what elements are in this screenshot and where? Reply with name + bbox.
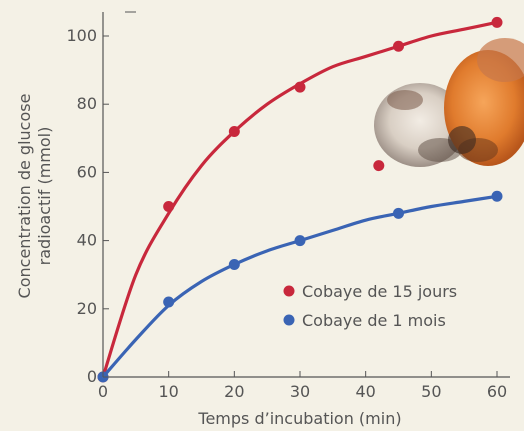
- y-tick-label: 0: [87, 367, 97, 386]
- series-1-point: [373, 160, 384, 171]
- y-tick-label: 80: [77, 94, 97, 113]
- x-tick-label: 10: [158, 382, 178, 401]
- y-axis-title: Concentration de glucoseradioactif (mmol…: [15, 94, 54, 299]
- series-1-point: [393, 41, 404, 52]
- x-tick-label: 60: [487, 382, 507, 401]
- series-2-point: [492, 191, 503, 202]
- series-2-point: [295, 235, 306, 246]
- x-tick-label: 40: [355, 382, 375, 401]
- series-2-point: [393, 208, 404, 219]
- series-2-point: [163, 296, 174, 307]
- y-tick-label: 60: [77, 162, 97, 181]
- series-1-point: [492, 17, 503, 28]
- x-tick-label: 0: [98, 382, 108, 401]
- legend-label: Cobaye de 15 jours: [302, 282, 457, 301]
- x-axis-title: Temps d’incubation (min): [197, 409, 401, 428]
- guinea-pigs-photo: [374, 38, 524, 167]
- legend-marker: [284, 286, 295, 297]
- y-axis-title-line: Concentration de glucose: [15, 94, 34, 299]
- x-tick-label: 30: [290, 382, 310, 401]
- y-axis-title-line: radioactif (mmol): [35, 127, 54, 266]
- x-tick-label: 20: [224, 382, 244, 401]
- y-tick-label: 20: [77, 299, 97, 318]
- y-tick-label: 100: [66, 26, 97, 45]
- y-tick-label: 40: [77, 231, 97, 250]
- series-1-point: [163, 201, 174, 212]
- legend-marker: [284, 315, 295, 326]
- legend-label: Cobaye de 1 mois: [302, 311, 446, 330]
- series-2-point: [229, 259, 240, 270]
- series-1-point: [295, 82, 306, 93]
- series-1-point: [229, 126, 240, 137]
- legend: Cobaye de 15 jours Cobaye de 1 mois: [284, 282, 458, 330]
- x-tick-label: 50: [421, 382, 441, 401]
